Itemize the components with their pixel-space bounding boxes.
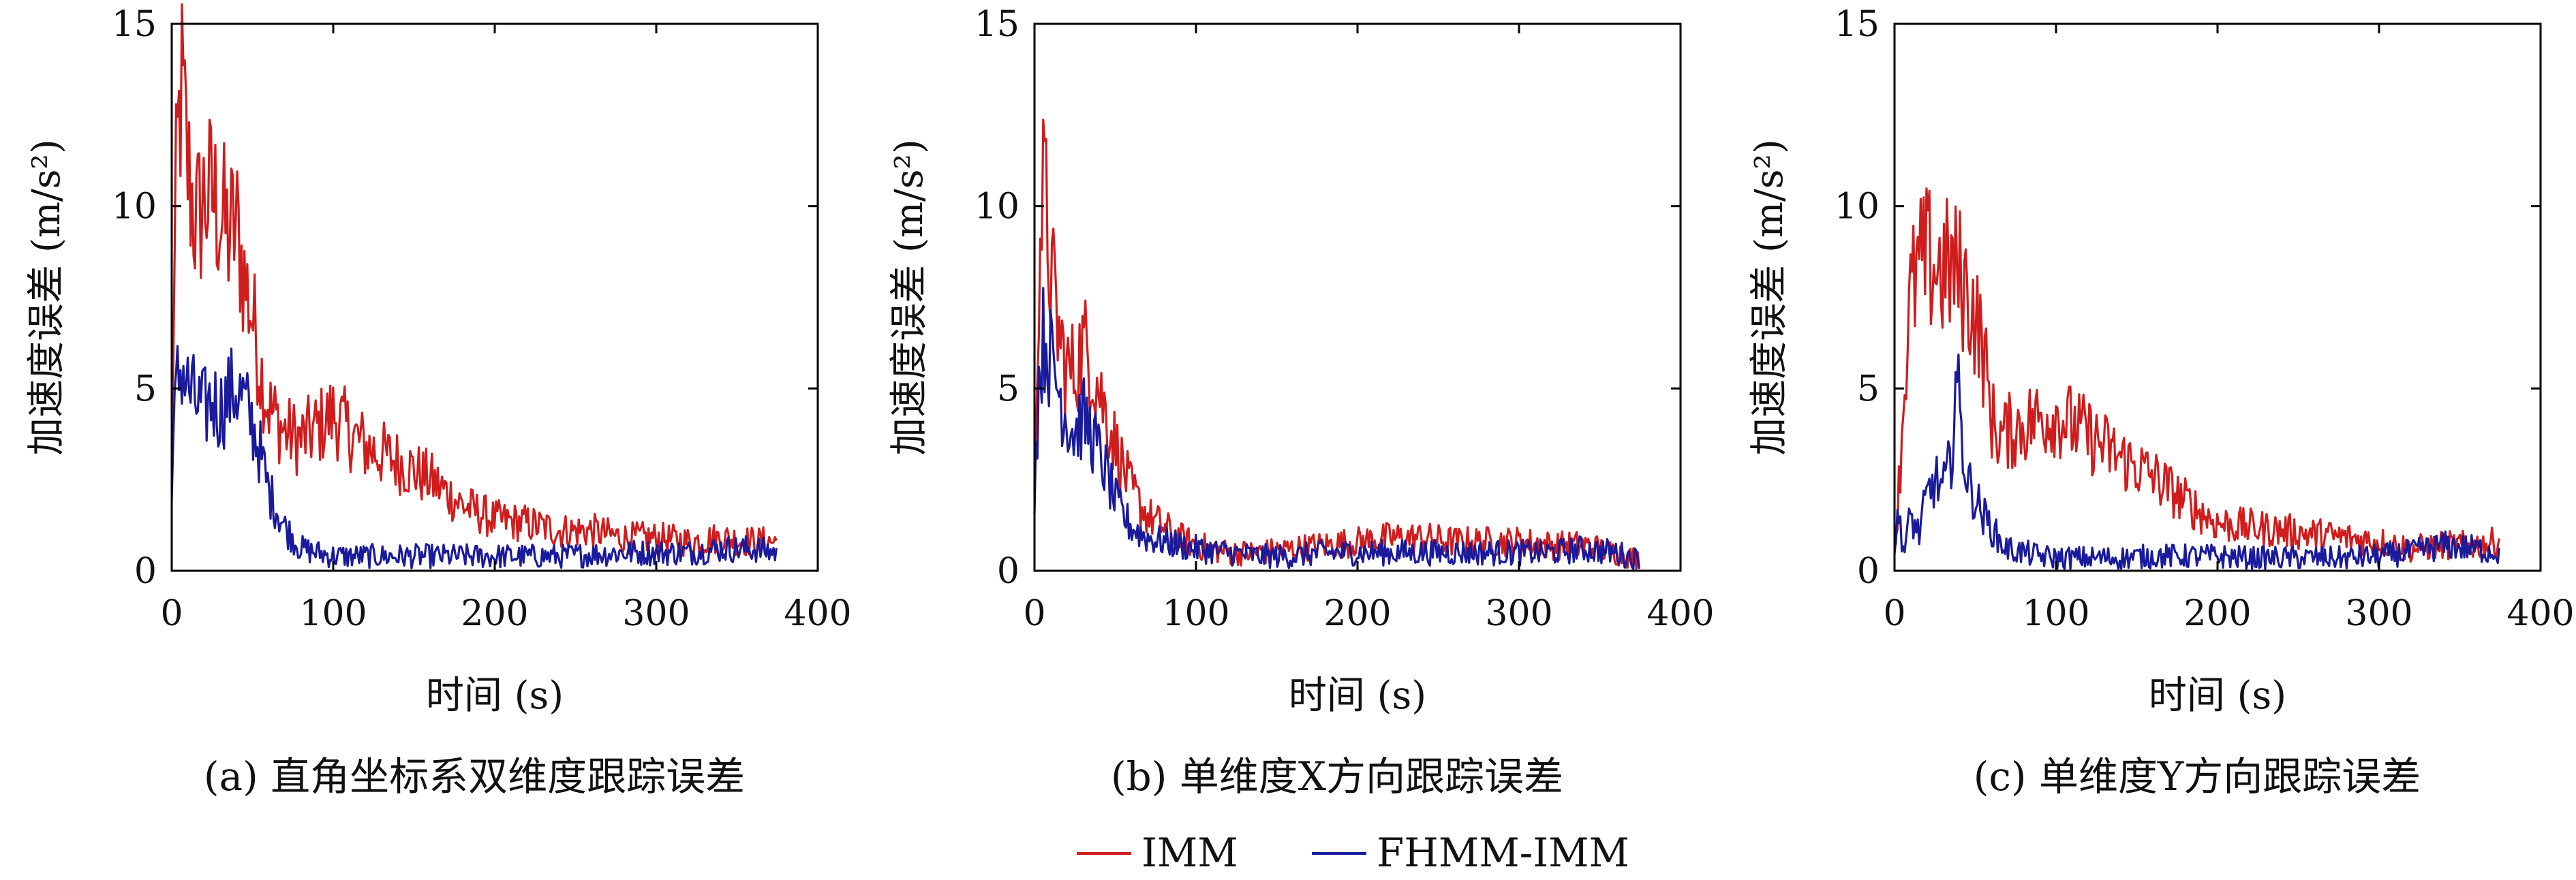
y-tick-label: 5 xyxy=(134,368,157,409)
x-tick-label: 0 xyxy=(160,593,183,634)
y-tick-label: 5 xyxy=(1857,368,1880,409)
y-tick-label: 10 xyxy=(1835,187,1880,227)
x-tick-label: 200 xyxy=(2183,593,2251,634)
series-line-imm xyxy=(170,3,778,557)
x-tick-label: 400 xyxy=(1646,593,1714,634)
chart-panel-1: 0 100 200 300 400 0 5 10 15 时间 (s) 加速度误差 (m/s²) (a)… xyxy=(25,3,852,800)
x-tick-label: 300 xyxy=(2345,593,2412,634)
y-axis-label: 加速度误差 (m/s²) xyxy=(25,139,69,456)
x-tick-label: 100 xyxy=(299,593,367,634)
x-tick-label: 100 xyxy=(2022,593,2089,634)
panel-caption: (b) 单维度X方向跟踪误差 xyxy=(1111,753,1563,800)
chart-panel-2: 0 100 200 300 400 0 5 10 15 时间 (s) 加速度误差 (m/s²) (b)… xyxy=(887,4,1715,800)
y-tick-label: 0 xyxy=(997,551,1019,592)
y-axis-label: 加速度误差 (m/s²) xyxy=(1747,139,1792,456)
series-line-fhmm-imm xyxy=(1033,287,1640,570)
y-tick-label: 0 xyxy=(1857,551,1880,592)
y-tick-label: 15 xyxy=(1835,4,1880,45)
y-tick-label: 10 xyxy=(112,187,157,227)
x-axis-label: 时间 (s) xyxy=(1289,674,1426,718)
x-tick-label: 300 xyxy=(622,593,690,634)
x-tick-label: 100 xyxy=(1162,593,1229,634)
x-tick-label: 400 xyxy=(784,593,851,634)
y-tick-label: 5 xyxy=(997,368,1019,409)
series-line-imm xyxy=(1033,119,1640,570)
panel-caption: (c) 单维度Y方向跟踪误差 xyxy=(1974,753,2421,800)
legend-label-imm: IMM xyxy=(1141,830,1238,876)
series-line-fhmm-imm xyxy=(1893,353,2500,570)
x-axis-label: 时间 (s) xyxy=(2149,674,2286,718)
x-tick-label: 400 xyxy=(2506,593,2574,634)
y-tick-label: 15 xyxy=(112,4,157,45)
legend-label-fhmm-imm: FHMM-IMM xyxy=(1377,830,1629,876)
plot-frame xyxy=(1893,22,2542,572)
legend: IMM FHMM-IMM xyxy=(1077,830,1629,876)
x-axis-label: 时间 (s) xyxy=(426,674,564,718)
y-tick-label: 10 xyxy=(975,187,1019,227)
x-tick-label: 300 xyxy=(1485,593,1552,634)
y-tick-label: 15 xyxy=(975,4,1019,45)
panel-caption: (a) 直角坐标系双维度跟踪误差 xyxy=(204,753,745,800)
x-tick-label: 200 xyxy=(461,593,528,634)
x-tick-label: 0 xyxy=(1883,593,1905,634)
y-tick-label: 0 xyxy=(134,551,157,592)
chart-panel-3: 0 100 200 300 400 0 5 10 15 时间 (s) 加速度误差 (m/s²) (c)… xyxy=(1747,4,2575,800)
plot-frame xyxy=(1033,22,1682,572)
y-axis-label: 加速度误差 (m/s²) xyxy=(887,139,932,456)
x-tick-label: 0 xyxy=(1023,593,1045,634)
x-tick-label: 200 xyxy=(1323,593,1391,634)
series-line-fhmm-imm xyxy=(170,345,778,569)
